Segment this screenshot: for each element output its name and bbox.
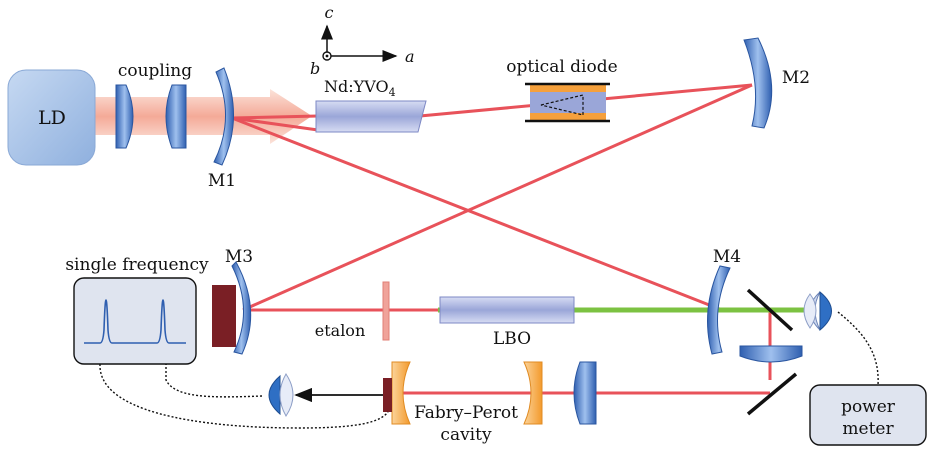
single-frequency-label: single frequency <box>65 255 209 275</box>
power-meter <box>809 384 927 446</box>
axis-a-label: a <box>405 47 415 66</box>
coupling-label: coupling <box>118 61 192 81</box>
crystal-prefix: Nd:YVO <box>324 77 389 96</box>
coupling-lens-2 <box>165 84 187 149</box>
spectrum-trace <box>84 299 186 344</box>
fp-mount <box>383 378 392 412</box>
power-meter-line1: power <box>841 397 896 417</box>
focusing-lens <box>739 345 803 363</box>
fp-label-line2: cavity <box>440 425 492 445</box>
coupling-lens-1 <box>115 84 134 149</box>
cable-detector-scope <box>165 364 263 398</box>
fp-mirror-left <box>391 361 411 425</box>
crystal-axes <box>321 24 398 62</box>
pump-beam <box>95 89 312 144</box>
crystal-subscript: 4 <box>389 86 396 99</box>
laser-diode <box>7 69 96 166</box>
fold-mirror <box>746 372 798 416</box>
m4-label: M4 <box>713 247 741 267</box>
nd-yvo4-crystal <box>315 100 427 133</box>
oscilloscope <box>73 277 197 365</box>
fp-label-line1: Fabry–Perot <box>414 403 518 423</box>
cable-scope-fp <box>99 363 389 429</box>
power-meter-line2: meter <box>842 419 894 439</box>
lower-lens <box>573 361 597 425</box>
fp-mirror-right <box>523 361 543 425</box>
etalon <box>382 281 390 341</box>
etalon-label: etalon <box>315 321 366 340</box>
axis-c-label: c <box>325 3 334 22</box>
mirror-m2 <box>743 37 773 129</box>
optical-diode <box>525 82 610 123</box>
crystal-label: Nd:YVO4 <box>324 77 396 99</box>
mirror-m3 <box>231 261 252 355</box>
ld-label: LD <box>38 107 66 129</box>
detector-top <box>803 290 832 332</box>
mirror-m4 <box>707 265 731 355</box>
lbo-crystal <box>439 296 575 324</box>
detector-bottom <box>268 373 294 417</box>
m1-label: M1 <box>208 171 236 191</box>
detector-cable-power <box>837 311 879 386</box>
beam-splitter <box>746 288 794 332</box>
lbo-label: LBO <box>493 329 531 349</box>
m3-label: M3 <box>225 247 253 267</box>
m3-mount <box>212 285 236 347</box>
axis-b-label: b <box>310 59 320 78</box>
optical-diode-label: optical diode <box>506 57 617 77</box>
mirror-m1 <box>213 67 235 166</box>
m2-label: M2 <box>782 68 810 88</box>
